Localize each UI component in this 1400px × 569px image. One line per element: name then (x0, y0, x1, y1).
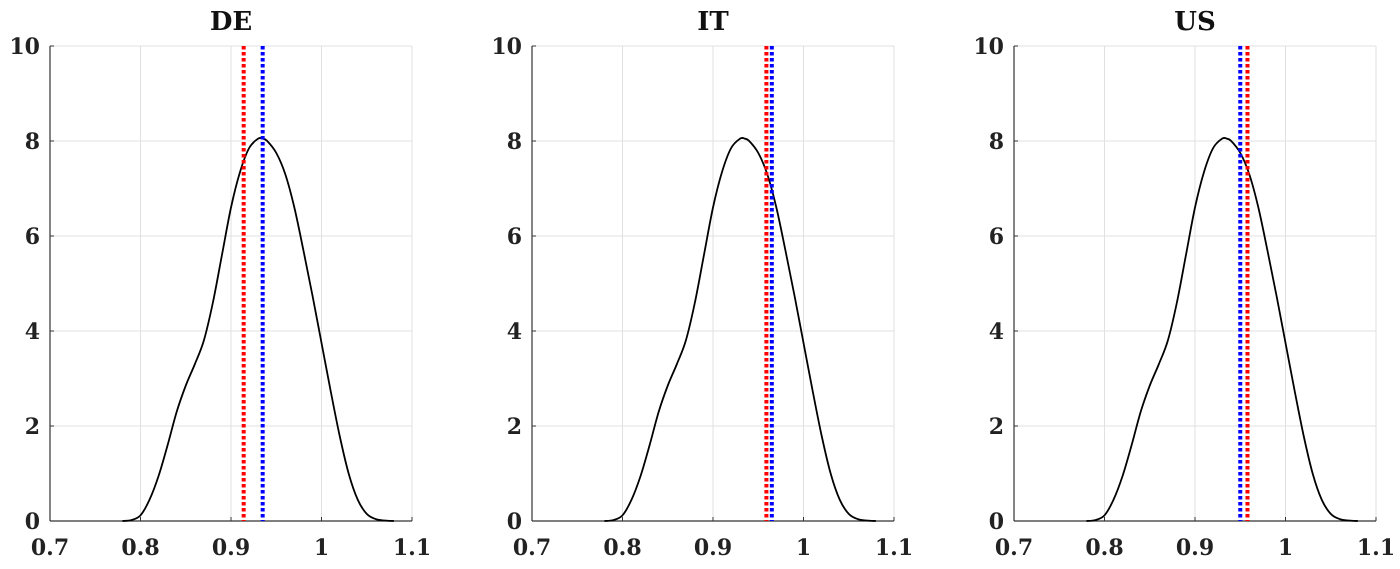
x-tick-label: 1.1 (1357, 535, 1395, 561)
x-tick-label: 1 (796, 535, 811, 561)
x-tick-label: 0.8 (121, 535, 159, 561)
y-tick-label: 4 (25, 319, 40, 345)
density-curve (1086, 136, 1358, 522)
panel-it: 0.7 0.8 0.9 1 1.1 0 2 4 6 8 10 IT (491, 7, 913, 561)
x-tick-label: 1 (314, 535, 329, 561)
x-tick-label: 0.9 (212, 535, 250, 561)
y-tick-label: 0 (507, 509, 522, 535)
y-tick-label: 8 (507, 129, 522, 155)
panel-title: IT (697, 7, 729, 37)
y-tick-label: 6 (989, 224, 1004, 250)
y-tick-label: 8 (25, 129, 40, 155)
x-tick-label: 0.7 (31, 535, 69, 561)
x-tick-label: 0.7 (995, 535, 1033, 561)
y-tick-label: 10 (491, 34, 522, 60)
x-tick-label: 0.8 (1085, 535, 1123, 561)
x-tick-label: 0.8 (603, 535, 641, 561)
y-tick-label: 2 (507, 414, 522, 440)
y-tick-label: 4 (989, 319, 1004, 345)
y-tick-label: 10 (973, 34, 1004, 60)
panel-title: US (1174, 7, 1215, 37)
density-curve (122, 136, 394, 522)
density-curve (604, 136, 876, 522)
x-tick-label: 1.1 (393, 535, 431, 561)
panel-us: 0.7 0.8 0.9 1 1.1 0 2 4 6 8 10 US (973, 7, 1395, 561)
y-tick-label: 4 (507, 319, 522, 345)
y-tick-label: 10 (9, 34, 40, 60)
y-tick-label: 2 (25, 414, 40, 440)
y-tick-label: 2 (989, 414, 1004, 440)
panel-de: 0.7 0.8 0.9 1 1.1 0 2 4 6 8 10 DE (9, 7, 431, 561)
y-tick-label: 8 (989, 129, 1004, 155)
y-tick-label: 0 (989, 509, 1004, 535)
x-tick-label: 1.1 (875, 535, 913, 561)
x-tick-label: 1 (1278, 535, 1293, 561)
x-tick-label: 0.7 (513, 535, 551, 561)
x-tick-label: 0.9 (1176, 535, 1214, 561)
y-tick-label: 6 (25, 224, 40, 250)
panel-title: DE (210, 7, 252, 37)
y-tick-label: 0 (25, 509, 40, 535)
y-tick-label: 6 (507, 224, 522, 250)
x-tick-label: 0.9 (694, 535, 732, 561)
